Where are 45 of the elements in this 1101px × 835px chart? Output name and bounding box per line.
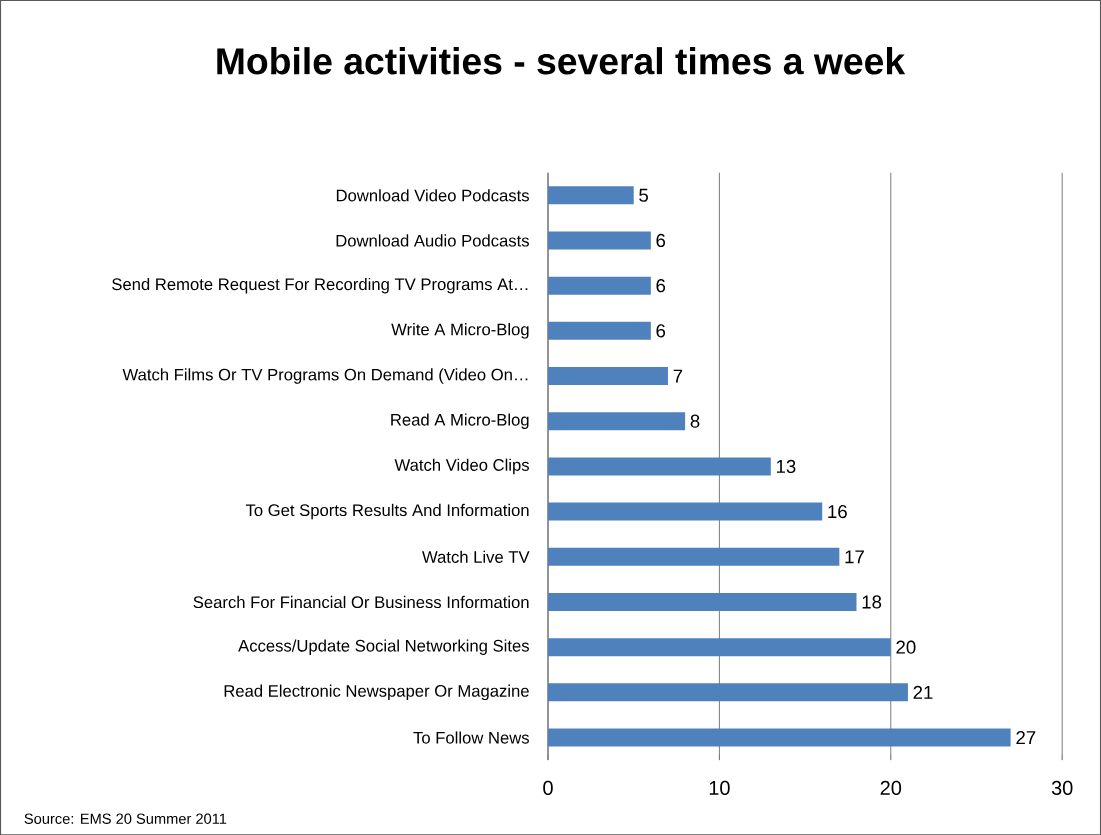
y-tick-label: To Get Sports Results And Information xyxy=(245,503,529,520)
data-label: 6 xyxy=(656,278,666,293)
bar xyxy=(548,412,686,431)
y-tick-label: Access/Update Social Networking Sites xyxy=(238,639,529,655)
x-tick-label: 10 xyxy=(709,780,730,795)
y-tick-label: To Follow News xyxy=(413,731,529,744)
y-tick-label: Send Remote Request For Recording TV Programs At… xyxy=(112,277,528,294)
bar xyxy=(548,186,634,205)
data-label: 27 xyxy=(1016,730,1036,744)
data-label: 8 xyxy=(690,414,700,428)
y-tick-label: Download Video Podcasts xyxy=(336,189,529,202)
y-tick-label: Download Audio Podcasts xyxy=(336,234,529,247)
bar xyxy=(548,547,840,566)
data-label: 21 xyxy=(913,685,933,699)
source-note: Source: EMS 20 Summer 2011 xyxy=(24,813,227,824)
bar xyxy=(548,592,857,611)
y-tick-label: Watch Live TV xyxy=(422,550,530,563)
y-tick-label: Watch Video Clips xyxy=(394,458,529,475)
y-tick-label: Read A Micro-Blog xyxy=(391,413,529,429)
x-tick-label: 30 xyxy=(1051,780,1073,795)
bar xyxy=(548,366,668,385)
bar xyxy=(548,683,908,702)
data-label: 5 xyxy=(639,188,648,202)
bar xyxy=(548,276,651,295)
x-tick-label: 20 xyxy=(880,780,902,795)
y-tick-label: Read Electronic Newspaper Or Magazine xyxy=(224,684,529,700)
y-tick-label: Watch Films Or TV Programs On Demand (Video On… xyxy=(122,368,528,384)
bar xyxy=(548,502,823,521)
bar xyxy=(548,231,651,250)
data-label: 7 xyxy=(673,369,683,383)
data-label: 16 xyxy=(828,504,847,519)
data-label: 6 xyxy=(656,233,666,247)
data-label: 20 xyxy=(896,640,916,654)
data-label: 6 xyxy=(656,324,666,338)
x-tick-label: 0 xyxy=(543,780,553,795)
bar xyxy=(548,638,891,657)
bar xyxy=(548,457,771,476)
bar xyxy=(548,321,651,340)
data-label: 18 xyxy=(862,595,882,609)
data-label: 13 xyxy=(776,459,796,473)
bar xyxy=(548,728,1011,747)
data-label: 17 xyxy=(845,550,864,564)
chart-title: Mobile activities - several times a week xyxy=(217,47,906,75)
y-tick-label: Search For Financial Or Business Information xyxy=(193,595,529,608)
y-tick-label: Write A Micro-Blog xyxy=(391,322,529,339)
